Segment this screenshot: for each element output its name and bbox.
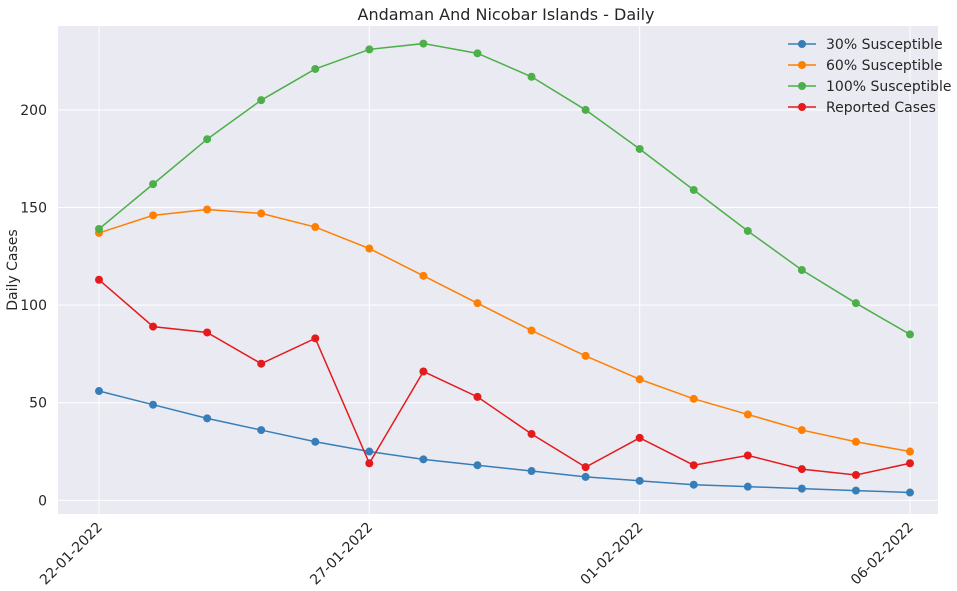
data-point: [851, 486, 860, 495]
chart-title: Andaman And Nicobar Islands - Daily: [358, 5, 655, 24]
data-point: [365, 45, 374, 54]
data-point: [527, 72, 536, 81]
data-point: [203, 414, 212, 423]
data-point: [635, 144, 644, 153]
data-point: [419, 455, 428, 464]
data-point: [527, 467, 536, 476]
data-point: [743, 451, 752, 460]
data-point: [689, 480, 698, 489]
data-point: [473, 461, 482, 470]
legend-item: Reported Cases: [788, 100, 936, 116]
data-point: [689, 394, 698, 403]
x-tick-label: 22-01-2022: [37, 520, 106, 589]
data-point: [257, 359, 266, 368]
legend-marker: [798, 103, 806, 111]
legend-item: 30% Susceptible: [788, 37, 943, 53]
data-point: [743, 226, 752, 235]
data-point: [149, 400, 158, 409]
legend-label: 100% Susceptible: [826, 79, 952, 95]
x-tick-label: 27-01-2022: [307, 520, 376, 589]
series-layer: [95, 39, 914, 497]
x-tick-label: 01-02-2022: [578, 520, 647, 589]
data-point: [365, 447, 374, 456]
legend-label: Reported Cases: [826, 100, 936, 116]
data-point: [851, 437, 860, 446]
legend-marker: [798, 82, 806, 90]
data-point: [149, 322, 158, 331]
data-point: [797, 266, 806, 274]
data-point: [581, 463, 590, 472]
legend: 30% Susceptible 60% Susceptible 100% Susce…: [788, 37, 952, 116]
data-point: [689, 461, 698, 470]
data-point: [419, 271, 428, 280]
series-line: [98, 390, 911, 494]
series-line: [98, 42, 911, 336]
legend-label: 60% Susceptible: [826, 58, 943, 74]
data-point: [365, 459, 374, 468]
data-point: [797, 465, 806, 474]
data-point: [203, 135, 212, 144]
data-point: [635, 476, 644, 485]
data-point: [851, 299, 860, 308]
data-point: [851, 470, 860, 479]
data-point: [311, 64, 320, 73]
data-point: [311, 223, 320, 232]
data-point: [365, 244, 374, 253]
data-point: [743, 482, 752, 491]
data-point: [797, 426, 806, 435]
series-line: [98, 208, 911, 453]
plot-area: [58, 26, 938, 514]
data-point: [797, 484, 806, 493]
data-point: [419, 367, 428, 376]
y-tick-label: 0: [38, 493, 47, 509]
data-point: [473, 392, 482, 401]
legend-marker: [798, 40, 806, 48]
y-tick-label: 100: [20, 298, 47, 314]
y-tick-label: 150: [20, 201, 47, 217]
data-point: [257, 209, 266, 218]
data-point: [527, 326, 536, 335]
series-30-susceptible: [95, 387, 914, 497]
data-point: [635, 375, 644, 384]
y-tick-label: 50: [29, 396, 47, 412]
series-reported-cases: [95, 275, 914, 479]
y-axis-label: Daily Cases: [5, 229, 21, 310]
series-100-susceptible: [95, 39, 914, 339]
y-tick-label: 200: [20, 103, 47, 119]
series-line: [98, 279, 911, 476]
data-point: [95, 387, 103, 396]
data-point: [473, 49, 482, 58]
data-point: [527, 429, 536, 438]
data-point: [149, 180, 158, 189]
data-point: [635, 433, 644, 442]
data-point: [149, 211, 158, 220]
data-point: [906, 330, 914, 339]
legend-label: 30% Susceptible: [826, 37, 943, 53]
data-point: [581, 105, 590, 114]
data-point: [581, 472, 590, 481]
data-point: [581, 351, 590, 360]
legend-item: 60% Susceptible: [788, 58, 943, 74]
data-point: [689, 185, 698, 194]
data-point: [473, 299, 482, 308]
data-point: [906, 488, 914, 497]
legend-marker: [798, 61, 806, 69]
data-point: [743, 410, 752, 419]
data-point: [311, 437, 320, 446]
data-point: [311, 334, 320, 343]
x-tick-label: 06-02-2022: [848, 520, 917, 589]
data-point: [419, 39, 428, 48]
data-point: [203, 205, 212, 214]
data-point: [95, 275, 103, 284]
data-point: [257, 426, 266, 435]
data-point: [906, 447, 914, 456]
data-point: [95, 225, 103, 234]
legend-item: 100% Susceptible: [788, 79, 952, 95]
data-point: [203, 328, 212, 337]
data-point: [257, 96, 266, 105]
data-point: [906, 459, 914, 468]
